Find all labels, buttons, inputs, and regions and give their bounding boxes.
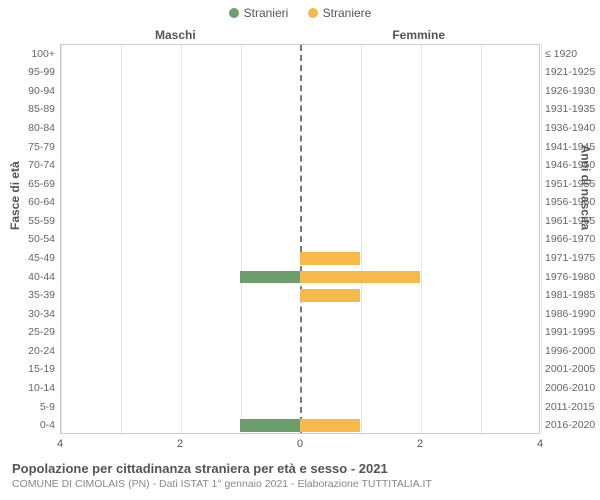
age-tick: 15-19 bbox=[28, 364, 61, 375]
age-row: 40-441976-1980 bbox=[61, 268, 539, 287]
age-tick: 85-89 bbox=[28, 104, 61, 115]
age-tick: 40-44 bbox=[28, 272, 61, 283]
birth-year-tick: 1981-1985 bbox=[539, 290, 595, 301]
age-row: 0-42016-2020 bbox=[61, 416, 539, 435]
plot-area: 100+≤ 192095-991921-192590-941926-193085… bbox=[60, 44, 540, 434]
age-tick: 95-99 bbox=[28, 67, 61, 78]
population-pyramid-chart: Stranieri Straniere Maschi Femmine Fasce… bbox=[0, 0, 600, 500]
column-header-female: Femmine bbox=[392, 28, 445, 42]
age-tick: 60-64 bbox=[28, 197, 61, 208]
age-row: 65-691951-1955 bbox=[61, 175, 539, 194]
age-tick: 30-34 bbox=[28, 309, 61, 320]
birth-year-tick: 1996-2000 bbox=[539, 346, 595, 357]
birth-year-tick: 1926-1930 bbox=[539, 86, 595, 97]
birth-year-tick: 2011-2015 bbox=[539, 402, 594, 413]
age-row: 45-491971-1975 bbox=[61, 249, 539, 268]
legend-item-male: Stranieri bbox=[229, 6, 289, 20]
age-tick: 45-49 bbox=[28, 253, 61, 264]
birth-year-tick: 2006-2010 bbox=[539, 383, 595, 394]
birth-year-tick: 1971-1975 bbox=[539, 253, 595, 264]
bar-female bbox=[300, 252, 360, 265]
birth-year-tick: 2016-2020 bbox=[539, 420, 595, 431]
age-row: 90-941926-1930 bbox=[61, 82, 539, 101]
bar-male bbox=[240, 419, 300, 432]
age-row: 75-791941-1945 bbox=[61, 138, 539, 157]
age-row: 55-591961-1965 bbox=[61, 212, 539, 231]
legend: Stranieri Straniere bbox=[0, 6, 600, 21]
column-header-male: Maschi bbox=[155, 28, 196, 42]
birth-year-tick: 1931-1935 bbox=[539, 104, 595, 115]
age-tick: 50-54 bbox=[28, 234, 61, 245]
age-row: 70-741946-1950 bbox=[61, 156, 539, 175]
age-tick: 5-9 bbox=[40, 402, 61, 413]
chart-subtitle: COMUNE DI CIMOLAIS (PN) - Dati ISTAT 1° … bbox=[12, 478, 588, 490]
birth-year-tick: 1946-1950 bbox=[539, 160, 595, 171]
age-row: 5-92011-2015 bbox=[61, 398, 539, 417]
x-axis-tick: 0 bbox=[297, 438, 303, 450]
x-axis-tick: 4 bbox=[57, 438, 63, 450]
bar-female bbox=[300, 419, 360, 432]
birth-year-tick: 1976-1980 bbox=[539, 272, 595, 283]
age-tick: 55-59 bbox=[28, 216, 61, 227]
x-axis-tick: 2 bbox=[417, 438, 423, 450]
age-tick: 90-94 bbox=[28, 86, 61, 97]
age-tick: 75-79 bbox=[28, 142, 61, 153]
bar-male bbox=[240, 271, 300, 284]
chart-title: Popolazione per cittadinanza straniera p… bbox=[12, 461, 588, 476]
age-tick: 35-39 bbox=[28, 290, 61, 301]
age-tick: 65-69 bbox=[28, 179, 61, 190]
legend-label-female: Straniere bbox=[323, 6, 372, 20]
age-row: 15-192001-2005 bbox=[61, 361, 539, 380]
age-row: 10-142006-2010 bbox=[61, 379, 539, 398]
birth-year-tick: 1991-1995 bbox=[539, 327, 595, 338]
birth-year-tick: 1956-1960 bbox=[539, 197, 595, 208]
birth-year-tick: 1986-1990 bbox=[539, 309, 595, 320]
chart-footer: Popolazione per cittadinanza straniera p… bbox=[12, 461, 588, 490]
x-axis-tick: 2 bbox=[177, 438, 183, 450]
legend-item-female: Straniere bbox=[308, 6, 372, 20]
legend-label-male: Stranieri bbox=[244, 6, 289, 20]
age-row: 20-241996-2000 bbox=[61, 342, 539, 361]
birth-year-tick: ≤ 1920 bbox=[539, 49, 577, 60]
age-tick: 70-74 bbox=[28, 160, 61, 171]
x-axis-tick: 4 bbox=[537, 438, 543, 450]
birth-year-tick: 1966-1970 bbox=[539, 234, 595, 245]
age-row: 95-991921-1925 bbox=[61, 64, 539, 83]
legend-swatch-male bbox=[229, 8, 239, 18]
age-row: 25-291991-1995 bbox=[61, 324, 539, 343]
age-row: 80-841936-1940 bbox=[61, 119, 539, 138]
birth-year-tick: 1921-1925 bbox=[539, 67, 595, 78]
age-tick: 25-29 bbox=[28, 327, 61, 338]
age-row: 35-391981-1985 bbox=[61, 286, 539, 305]
bar-female bbox=[300, 271, 420, 284]
y-axis-label-age: Fasce di età bbox=[8, 161, 22, 230]
legend-swatch-female bbox=[308, 8, 318, 18]
age-tick: 80-84 bbox=[28, 123, 61, 134]
age-row: 100+≤ 1920 bbox=[61, 45, 539, 64]
age-tick: 20-24 bbox=[28, 346, 61, 357]
birth-year-tick: 1951-1955 bbox=[539, 179, 595, 190]
age-tick: 0-4 bbox=[40, 420, 61, 431]
birth-year-tick: 1961-1965 bbox=[539, 216, 595, 227]
birth-year-tick: 1941-1945 bbox=[539, 142, 595, 153]
age-tick: 10-14 bbox=[28, 383, 61, 394]
bar-female bbox=[300, 289, 360, 302]
age-row: 30-341986-1990 bbox=[61, 305, 539, 324]
age-row: 60-641956-1960 bbox=[61, 194, 539, 213]
age-tick: 100+ bbox=[31, 49, 61, 60]
birth-year-tick: 1936-1940 bbox=[539, 123, 595, 134]
birth-year-tick: 2001-2005 bbox=[539, 364, 595, 375]
age-row: 50-541966-1970 bbox=[61, 231, 539, 250]
age-row: 85-891931-1935 bbox=[61, 101, 539, 120]
